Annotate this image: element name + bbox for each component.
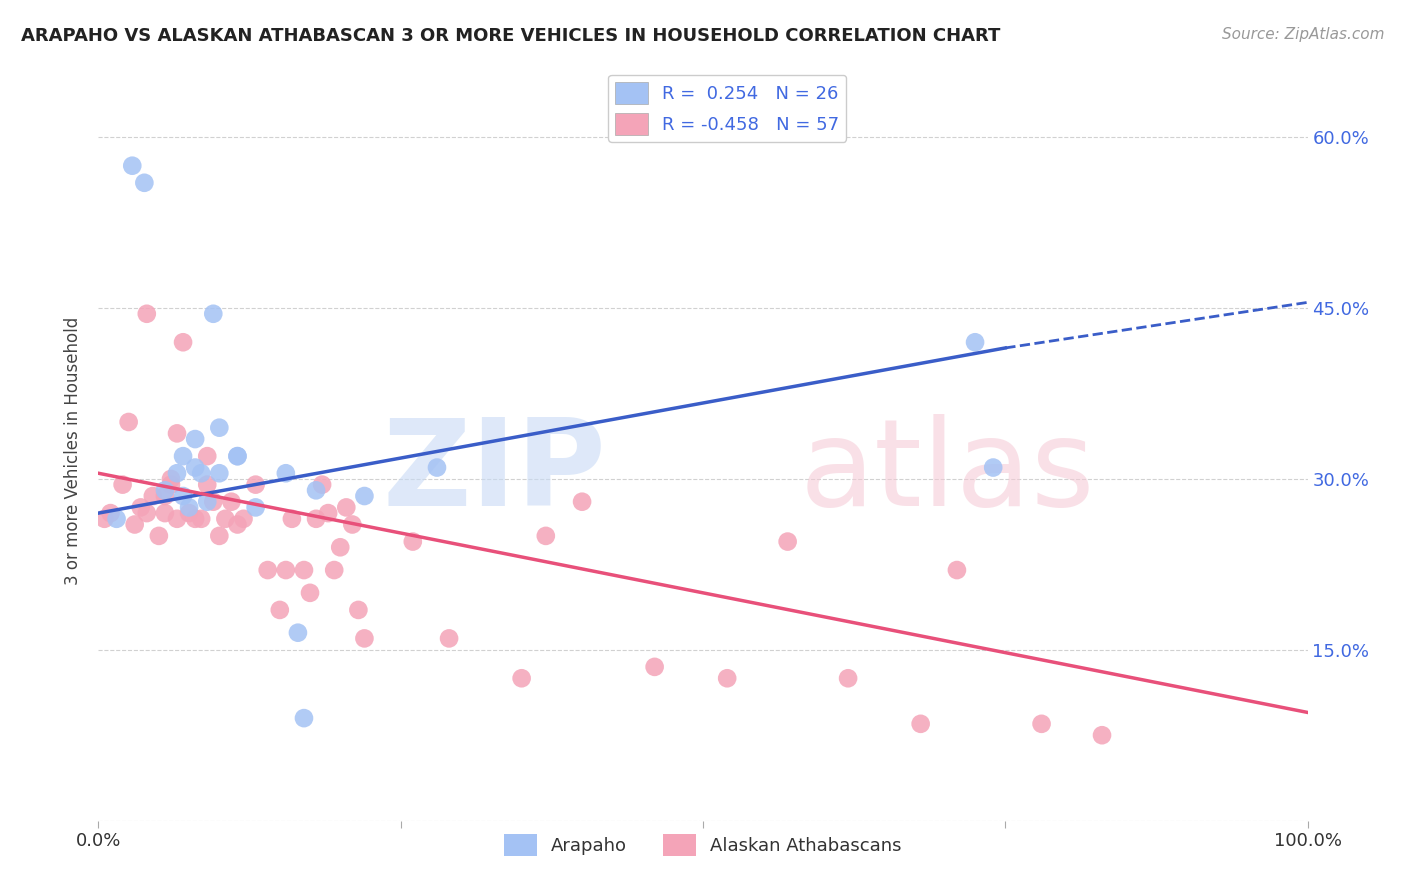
Point	[190, 467, 212, 481]
Point	[534, 529, 557, 543]
Point	[208, 420, 231, 434]
Point	[571, 494, 593, 508]
Point	[232, 512, 254, 526]
Point	[135, 506, 157, 520]
Point	[946, 563, 969, 577]
Point	[184, 432, 207, 446]
Point	[195, 449, 218, 463]
Point	[269, 603, 291, 617]
Point	[190, 512, 212, 526]
Point	[166, 426, 188, 441]
Point	[274, 563, 297, 577]
Point	[226, 449, 249, 463]
Point	[274, 467, 297, 481]
Point	[347, 603, 370, 617]
Text: Source: ZipAtlas.com: Source: ZipAtlas.com	[1222, 27, 1385, 42]
Point	[166, 467, 188, 481]
Point	[160, 472, 183, 486]
Point	[134, 176, 156, 190]
Point	[179, 506, 201, 520]
Point	[644, 660, 666, 674]
Point	[287, 625, 309, 640]
Point	[245, 477, 267, 491]
Text: ARAPAHO VS ALASKAN ATHABASCAN 3 OR MORE VEHICLES IN HOUSEHOLD CORRELATION CHART: ARAPAHO VS ALASKAN ATHABASCAN 3 OR MORE …	[21, 27, 1001, 45]
Point	[184, 460, 207, 475]
Point	[148, 529, 170, 543]
Point	[510, 671, 533, 685]
Point	[118, 415, 141, 429]
Point	[153, 483, 176, 498]
Point	[142, 489, 165, 503]
Point	[353, 632, 375, 646]
Point	[305, 512, 328, 526]
Point	[195, 477, 218, 491]
Point	[129, 500, 152, 515]
Point	[208, 529, 231, 543]
Point	[402, 534, 425, 549]
Point	[292, 563, 315, 577]
Point	[226, 517, 249, 532]
Point	[437, 632, 460, 646]
Point	[335, 500, 357, 515]
Text: atlas: atlas	[800, 414, 1095, 531]
Point	[172, 489, 194, 503]
Point	[195, 494, 218, 508]
Point	[776, 534, 799, 549]
Point	[184, 512, 207, 526]
Point	[426, 460, 449, 475]
Point	[1091, 728, 1114, 742]
Point	[202, 307, 225, 321]
Point	[981, 460, 1004, 475]
Point	[93, 512, 115, 526]
Point	[208, 467, 231, 481]
Point	[124, 517, 146, 532]
Point	[105, 512, 128, 526]
Point	[111, 477, 134, 491]
Text: ZIP: ZIP	[382, 414, 606, 531]
Point	[965, 335, 987, 350]
Point	[214, 512, 236, 526]
Point	[153, 506, 176, 520]
Y-axis label: 3 or more Vehicles in Household: 3 or more Vehicles in Household	[65, 317, 83, 584]
Point	[1031, 716, 1053, 731]
Point	[292, 711, 315, 725]
Point	[179, 500, 201, 515]
Point	[100, 506, 122, 520]
Point	[172, 449, 194, 463]
Point	[316, 506, 339, 520]
Point	[353, 489, 375, 503]
Point	[837, 671, 859, 685]
Point	[245, 500, 267, 515]
Point	[172, 335, 194, 350]
Point	[202, 494, 225, 508]
Legend: Arapaho, Alaskan Athabascans: Arapaho, Alaskan Athabascans	[498, 827, 908, 863]
Point	[281, 512, 304, 526]
Point	[166, 512, 188, 526]
Point	[299, 586, 322, 600]
Point	[153, 489, 176, 503]
Point	[716, 671, 738, 685]
Point	[305, 483, 328, 498]
Point	[256, 563, 278, 577]
Point	[226, 449, 249, 463]
Point	[311, 477, 333, 491]
Point	[160, 477, 183, 491]
Point	[323, 563, 346, 577]
Point	[329, 541, 352, 555]
Point	[221, 494, 243, 508]
Point	[135, 307, 157, 321]
Point	[342, 517, 364, 532]
Point	[910, 716, 932, 731]
Point	[121, 159, 143, 173]
